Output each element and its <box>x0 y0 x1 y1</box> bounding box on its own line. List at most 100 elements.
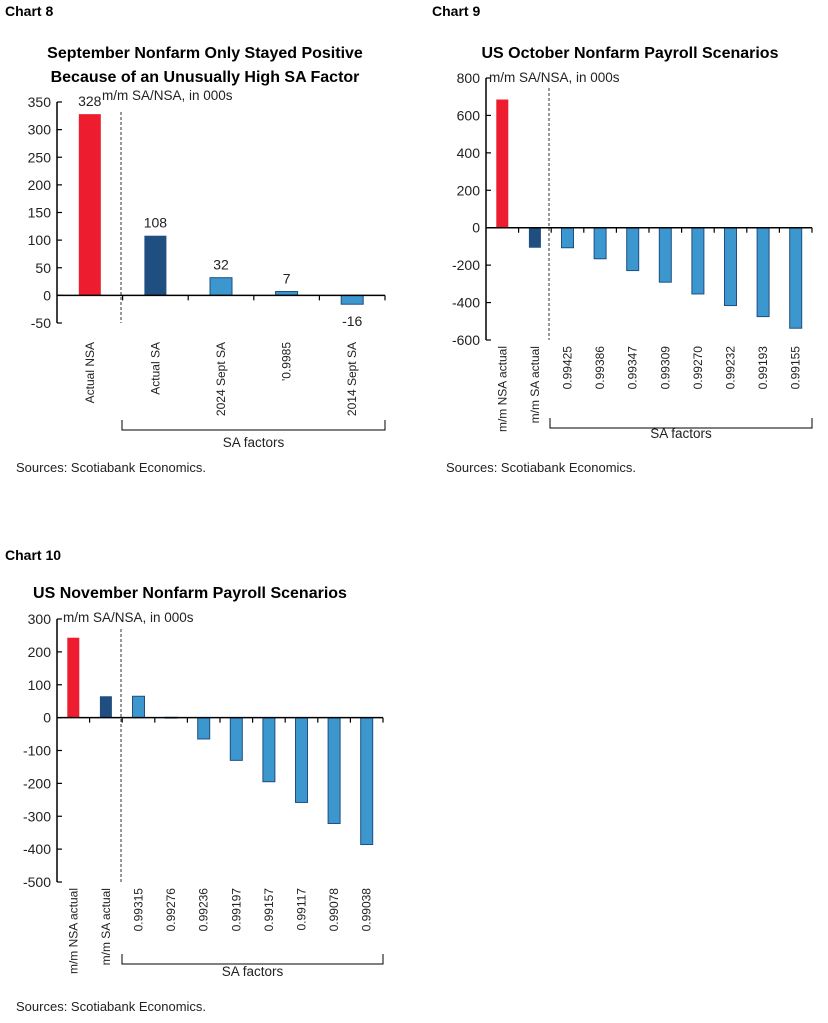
chart-number-label: Chart 10 <box>5 547 61 563</box>
chart-title: US November Nonfarm Payroll Scenarios <box>33 585 347 602</box>
group-bracket <box>121 420 386 431</box>
category-label: Actual SA <box>148 342 162 395</box>
category-label: 0.99197 <box>229 888 243 932</box>
chart-subtitle: m/m SA/NSA, in 000s <box>489 70 620 85</box>
bar <box>132 695 145 719</box>
y-tick-label: 350 <box>28 94 52 110</box>
category-label: 0.99347 <box>626 346 640 390</box>
chart-title: Because of an Unusually High SA Factor <box>51 69 360 86</box>
bar <box>99 696 112 718</box>
chart-2: Chart 9 US October Nonfarm Payroll Scenar… <box>432 3 813 475</box>
y-tick-label: 50 <box>35 260 51 276</box>
category-label: '0.9985 <box>280 342 294 381</box>
chart-title: September Nonfarm Only Stayed Positive <box>47 45 363 62</box>
category-label: 0.99270 <box>691 346 705 390</box>
y-tick-label: -500 <box>23 874 51 890</box>
y-tick-label: 600 <box>457 107 481 123</box>
category-label: 0.99155 <box>789 346 803 390</box>
bar <box>360 717 374 846</box>
bar <box>295 717 308 803</box>
bar <box>197 717 211 740</box>
bar <box>340 294 364 305</box>
bar <box>144 235 167 296</box>
y-tick-label: -400 <box>23 841 51 857</box>
category-label: 0.99276 <box>164 888 178 932</box>
bar <box>78 114 101 296</box>
bar <box>229 717 243 761</box>
y-tick-label: -50 <box>31 315 51 331</box>
group-label: SA factors <box>650 426 712 441</box>
chart-subtitle: m/m SA/NSA, in 000s <box>63 610 194 625</box>
bar <box>756 227 770 318</box>
group-bracket <box>549 418 813 429</box>
category-label: m/m SA actual <box>99 888 113 965</box>
category-label: 2024 Sept SA <box>214 342 228 416</box>
y-tick-label: 100 <box>28 677 52 693</box>
category-label: m/m NSA actual <box>66 888 80 974</box>
category-label: Actual NSA <box>83 342 97 403</box>
category-label: 0.99157 <box>262 888 276 932</box>
y-tick-label: -100 <box>23 743 51 759</box>
category-label: 0.99309 <box>658 346 672 390</box>
y-tick-label: -600 <box>452 332 480 348</box>
category-label: 0.99078 <box>327 888 341 932</box>
category-label: 0.99236 <box>197 888 211 932</box>
y-tick-label: 150 <box>28 205 52 221</box>
source-note: Sources: Scotiabank Economics. <box>16 460 206 475</box>
category-label: 0.99232 <box>724 346 738 390</box>
bar <box>724 227 737 307</box>
bar <box>789 227 803 329</box>
category-label: 0.99386 <box>593 346 607 390</box>
data-label: 328 <box>78 93 102 109</box>
y-tick-label: 0 <box>43 287 51 303</box>
category-label: 0.99425 <box>561 346 575 390</box>
y-tick-label: 0 <box>43 710 51 726</box>
bar <box>658 227 672 283</box>
group-label: SA factors <box>222 964 284 979</box>
y-tick-label: -200 <box>452 257 480 273</box>
chart-number-label: Chart 9 <box>432 3 480 19</box>
group-bracket <box>121 954 384 965</box>
bar <box>67 637 80 718</box>
source-note: Sources: Scotiabank Economics. <box>16 999 206 1014</box>
bar <box>593 227 607 260</box>
y-tick-label: 250 <box>28 149 52 165</box>
data-label: -16 <box>342 313 362 329</box>
y-tick-label: 100 <box>28 232 52 248</box>
bar <box>626 227 640 272</box>
bar <box>209 277 233 296</box>
y-tick-label: 300 <box>28 611 52 627</box>
y-tick-label: 200 <box>457 182 481 198</box>
category-label: m/m SA actual <box>528 346 542 423</box>
bar <box>528 227 541 248</box>
category-label: 0.99038 <box>360 888 374 932</box>
y-tick-label: -200 <box>23 775 51 791</box>
group-label: SA factors <box>223 435 285 450</box>
chart-title: US October Nonfarm Payroll Scenarios <box>482 45 779 62</box>
category-label: m/m NSA actual <box>495 346 509 432</box>
category-label: 2014 Sept SA <box>345 342 359 416</box>
y-tick-label: 800 <box>457 70 481 86</box>
source-note: Sources: Scotiabank Economics. <box>446 460 636 475</box>
y-tick-label: 0 <box>472 220 480 236</box>
y-tick-label: 200 <box>28 644 52 660</box>
bar <box>262 717 276 783</box>
chart-subtitle: m/m SA/NSA, in 000s <box>102 88 233 103</box>
y-tick-label: 300 <box>28 122 52 138</box>
category-label: 0.99193 <box>756 346 770 390</box>
chart-1: Chart 8 September Nonfarm Only Stayed Pos… <box>5 3 386 475</box>
y-tick-label: 400 <box>457 145 481 161</box>
category-label: 0.99315 <box>132 888 146 932</box>
y-tick-label: -300 <box>23 808 51 824</box>
data-label: 108 <box>144 215 168 231</box>
category-label: 0.99117 <box>295 888 309 931</box>
bar <box>327 717 341 824</box>
y-tick-label: 200 <box>28 177 52 193</box>
y-tick-label: -400 <box>452 295 480 311</box>
data-label: 7 <box>283 271 291 287</box>
data-label: 32 <box>213 257 229 273</box>
bar <box>691 227 705 295</box>
chart-number-label: Chart 8 <box>5 3 53 19</box>
bar <box>496 99 509 228</box>
